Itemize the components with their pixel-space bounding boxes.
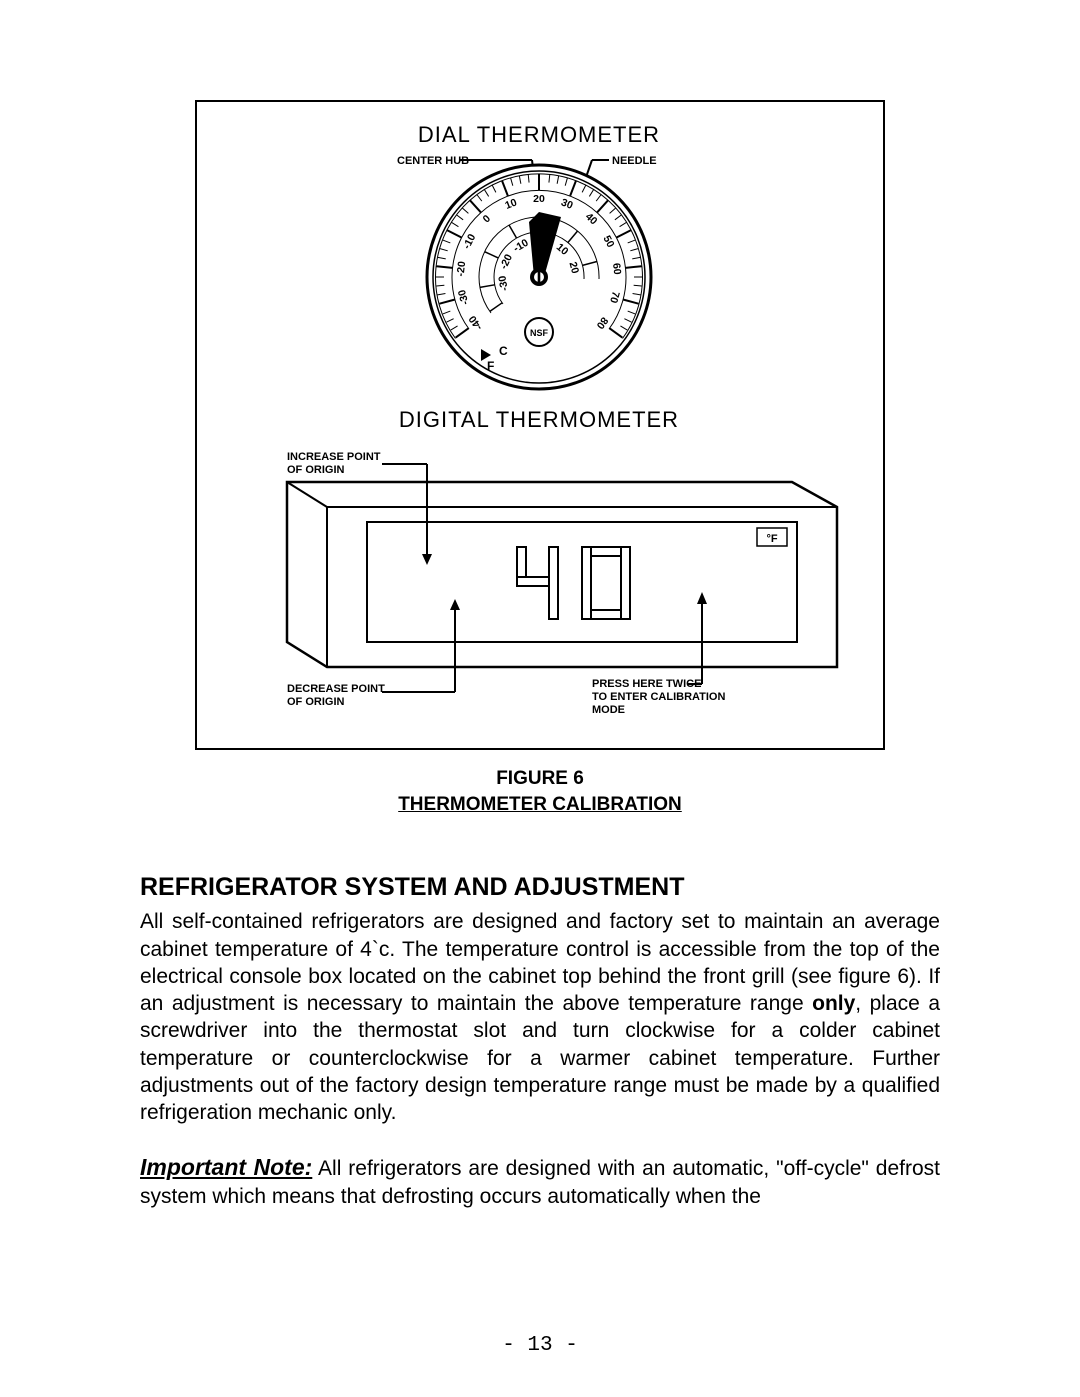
note-lead: Important Note: xyxy=(140,1154,312,1180)
svg-text:60: 60 xyxy=(610,262,623,275)
nsf-badge: NSF xyxy=(530,328,549,338)
page-number: - 13 - xyxy=(0,1334,1080,1357)
figure-caption: FIGURE 6 THERMOMETER CALIBRATION xyxy=(140,766,940,817)
center-hub-label: CENTER HUB xyxy=(397,155,469,167)
important-note: Important Note: All refrigerators are de… xyxy=(140,1153,940,1210)
increase-label-1: INCREASE POINT xyxy=(287,451,381,463)
svg-text:°F: °F xyxy=(766,533,777,545)
svg-text:-20: -20 xyxy=(455,261,469,278)
figure-title: THERMOMETER CALIBRATION xyxy=(398,794,682,815)
dial-title: DIAL THERMOMETER xyxy=(418,122,660,147)
decrease-label-2: OF ORIGIN xyxy=(287,696,345,708)
paragraph-1: All self-contained refrigerators are des… xyxy=(140,908,940,1126)
decrease-label-1: DECREASE POINT xyxy=(287,683,385,695)
increase-label-2: OF ORIGIN xyxy=(287,464,345,476)
press-label-2: TO ENTER CALIBRATION xyxy=(592,691,725,703)
svg-text:20: 20 xyxy=(533,193,545,205)
needle-label: NEEDLE xyxy=(612,155,657,167)
press-label-3: MODE xyxy=(592,704,625,716)
svg-text:C: C xyxy=(499,344,508,358)
figure-number: FIGURE 6 xyxy=(496,768,584,789)
digital-thermometer-icon: °F xyxy=(287,464,837,692)
digital-title: DIGITAL THERMOMETER xyxy=(399,407,679,432)
press-label-1: PRESS HERE TWICE xyxy=(592,678,701,690)
section-heading: REFRIGERATOR SYSTEM AND ADJUSTMENT xyxy=(140,873,940,902)
figure-6-diagram: DIAL THERMOMETER CENTER HUB NEEDLE xyxy=(195,100,885,750)
svg-text:F: F xyxy=(487,359,494,373)
